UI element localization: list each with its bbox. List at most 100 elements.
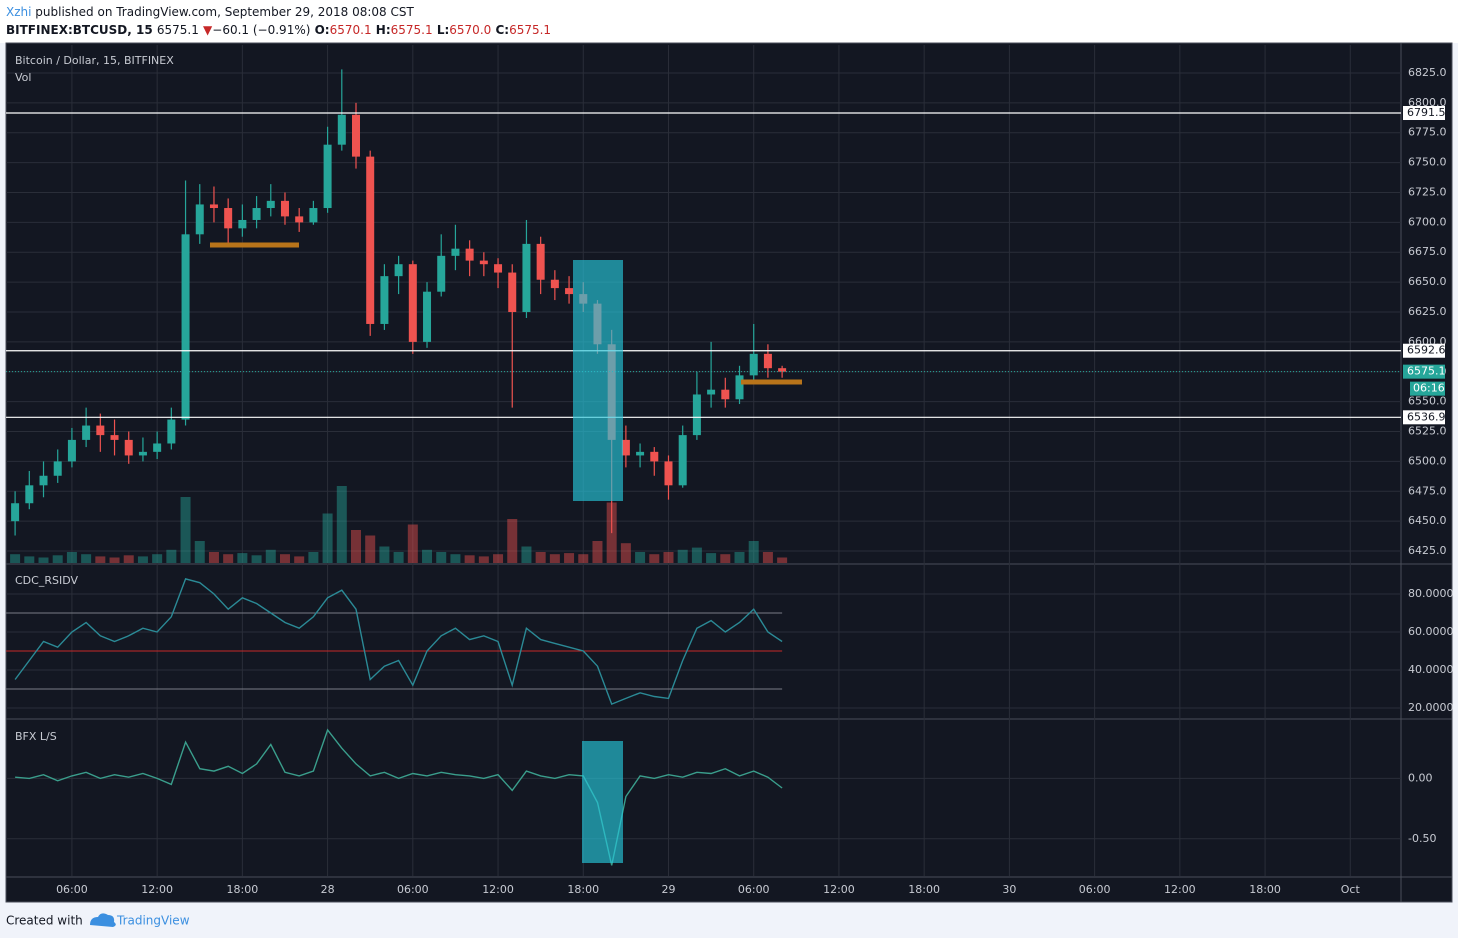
pane-title: Bitcoin / Dollar, 15, BITFINEX [15,54,174,67]
volume-bar [123,555,134,563]
y-tick-label: -0.50 [1408,832,1436,845]
chart-area [5,42,1453,903]
level-label-bg [1403,343,1445,358]
candle-body [67,439,76,462]
volume-bar [351,530,361,563]
author[interactable]: Xzhi [6,5,31,19]
x-tick-label: 06:00 [397,883,429,896]
volume-bar [95,556,106,563]
candle-body [664,461,673,486]
pane-title: BFX L/S [15,730,57,743]
candle-body [465,248,474,261]
volume-bar [109,557,120,563]
y-tick-label: 6550.0 [1408,395,1447,408]
volume-bar [748,541,759,563]
candle-body [380,276,389,324]
series-line [15,728,783,866]
candle-body [778,368,787,372]
volume-bar [81,554,92,563]
volume-bar [564,553,575,563]
candle-body [224,208,233,229]
volume-label: Vol [15,71,31,84]
x-tick-label: 06:00 [1079,883,1111,896]
level-label: 6536.9 [1407,410,1446,423]
candle-body [735,375,744,400]
candle-body [479,260,488,265]
y-tick-label: 6425.0 [1408,544,1447,557]
volume-bar [535,552,546,563]
arrow: ▼ [203,23,213,37]
volume-bar [152,554,163,563]
volume-bar [691,547,702,563]
candle-body [337,114,346,145]
volume-bar [24,556,35,563]
y-tick-label: 0.00 [1408,771,1433,784]
x-tick-label: 29 [661,883,675,896]
volume-bar [436,552,447,563]
volume-bar [507,519,518,563]
volume-bar [251,555,262,563]
symbol: BITFINEX:BTCUSD, 15 [6,23,153,37]
volume-bar [663,552,674,563]
volume-bar [38,557,49,563]
y-tick-label: 6450.0 [1408,514,1447,527]
volume-bar [265,549,276,563]
candle-body [423,291,432,342]
candle-body [25,485,34,504]
volume-bar [521,546,532,563]
footer-created: Created with [6,914,83,928]
level-label: 6592.6 [1407,344,1446,357]
c: 6575.1 [509,23,551,37]
volume-bar [223,554,234,563]
candle-body [153,443,162,452]
x-tick-label: 12:00 [823,883,855,896]
candle-body [195,204,204,235]
last-price-label: 6575.1 [1407,365,1446,378]
o: 6570.1 [330,23,372,37]
y-tick-label: 40.0000 [1408,663,1454,676]
volume-bar [52,555,63,563]
candle-body [209,204,218,209]
last-price-bg [1403,364,1445,379]
l-label: L: [437,23,449,37]
x-tick-label: 12:00 [141,883,173,896]
countdown-label: 06:16 [1413,382,1445,395]
volume-bar [464,555,475,563]
candle-body [536,243,545,280]
candle-body [280,200,289,217]
volume-bar [237,553,248,563]
h-label: H: [376,23,391,37]
x-tick-label: 28 [321,883,335,896]
candle-body [550,279,559,289]
volume-bar [137,556,148,563]
candle-body [110,435,119,440]
volume-bar [677,549,688,563]
y-tick-label: 6750.0 [1408,156,1447,169]
volume-bar [734,552,745,563]
candle-body [11,503,20,522]
candle-body [167,419,176,444]
candle-body [522,243,531,313]
x-tick-label: 06:00 [56,883,88,896]
candle-body [508,272,517,313]
candle-body [763,353,772,369]
y-tick-label: 60.0000 [1408,625,1454,638]
x-tick-label: Oct [1341,883,1361,896]
brand-logo[interactable] [90,913,116,927]
candle-body [366,156,375,324]
y-tick-label: 6675.0 [1408,245,1447,258]
candle-body [252,208,261,220]
candle-body [238,219,247,229]
volume-bar [180,497,191,563]
footer-brand[interactable]: TradingView [116,914,190,928]
y-tick-label: 80.0000 [1408,587,1454,600]
candle-body [82,425,91,440]
x-tick-label: 30 [1002,883,1016,896]
candle-body [394,264,403,277]
volume-bar [66,552,77,563]
y-tick-label: 6475.0 [1408,484,1447,497]
candle-body [138,451,147,456]
y-tick-label: 6525.0 [1408,425,1447,438]
pane-title: CDC_RSIDV [15,574,78,587]
volume-bar [720,554,731,563]
